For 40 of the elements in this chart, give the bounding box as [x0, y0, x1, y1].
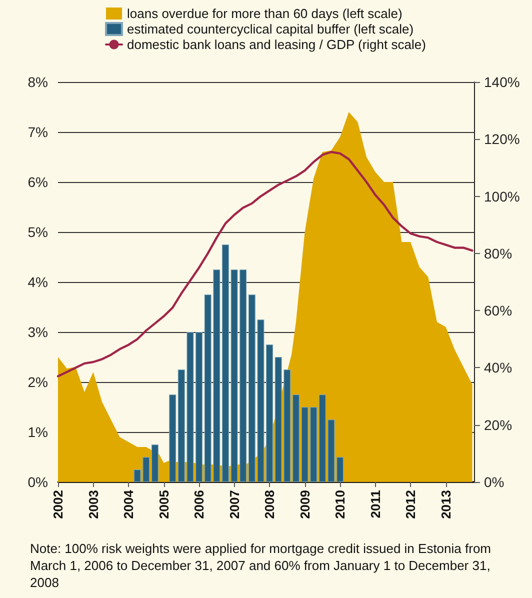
y-tick-label: 2% [28, 374, 48, 390]
x-tick-label: 2002 [50, 490, 66, 519]
bar [196, 332, 203, 482]
bar [292, 394, 300, 482]
bar [169, 394, 176, 482]
x-tick-label: 2009 [297, 490, 312, 519]
bar [336, 457, 344, 482]
y-tick-label: 7% [28, 124, 48, 140]
y2-tick-label: 120% [484, 131, 520, 148]
y2-tick-label: 0% [484, 474, 504, 490]
legend-label: loans overdue for more than 60 days (left scale) [127, 6, 402, 21]
y-tick-label: 8% [28, 74, 48, 90]
line-series [56, 150, 474, 378]
y2-tick-label: 40% [484, 360, 512, 376]
x-tick-label: 2007 [226, 490, 242, 519]
y-tick-label: 3% [28, 324, 48, 340]
x-tick-label: 2012 [403, 490, 418, 519]
legend-label: estimated countercyclical capital buffer (left scale) [127, 22, 414, 36]
y-tick-label: 6% [28, 174, 48, 190]
y2-tick-label: 100% [484, 188, 520, 204]
text: Note: 100% risk weights were applied for mortgage credit issued in Estonia from March 1, 2006 to December 31, 2007 and 60% from January 1 to December 31, 2008 [30, 541, 495, 590]
x-tick-label: 2003 [86, 490, 101, 519]
x-tick-label: 2010 [332, 490, 348, 519]
x-tick-label: 2006 [192, 490, 207, 519]
x-tick-label: 2004 [121, 489, 136, 519]
y-tick-label: 5% [28, 224, 48, 240]
y2-tick-label: 60% [484, 302, 512, 319]
x-tick-label: 2008 [262, 490, 278, 519]
y2-tick-label: 80% [484, 245, 512, 262]
x-tick-label: 2011 [368, 490, 383, 518]
bar [266, 344, 274, 482]
bar [151, 444, 158, 482]
legend-label: domestic bank loans and leasing / GDP (right scale) [127, 37, 426, 52]
y-tick-label: 4% [28, 274, 48, 290]
x-tick-label: 2013 [438, 490, 454, 519]
y2-tick-label: 20% [484, 416, 512, 433]
y-tick-label: 0% [28, 474, 48, 490]
y-tick-label: 1% [28, 424, 48, 440]
y2-tick-label: 140% [484, 74, 520, 90]
x-tick-label: 2005 [156, 490, 172, 519]
